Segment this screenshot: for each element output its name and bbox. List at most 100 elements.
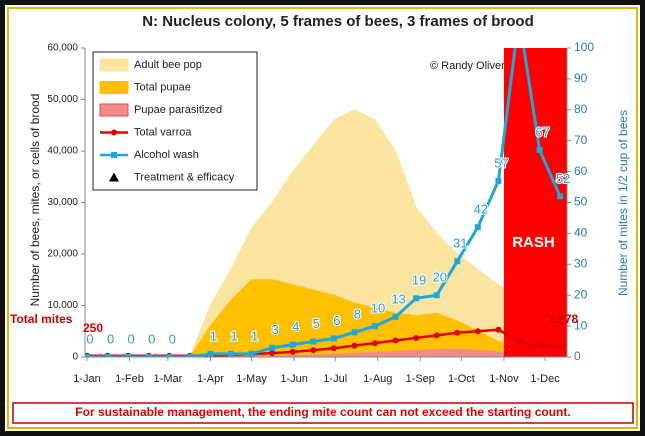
y2-tick-label: 40	[574, 226, 588, 240]
point	[536, 146, 543, 153]
line	[87, 48, 562, 357]
point	[454, 258, 461, 265]
point	[433, 292, 440, 299]
point	[557, 343, 564, 350]
y-tick-label: 0	[72, 352, 78, 363]
x-tick-label: 1-Jan	[73, 373, 101, 385]
legend-swatch	[99, 58, 129, 72]
value-label: 4	[292, 319, 299, 334]
point	[289, 348, 296, 355]
value-label: 13	[391, 291, 405, 306]
legend-label: Adult bee pop	[134, 59, 202, 71]
point	[310, 347, 317, 354]
y2-tick-label: 50	[574, 195, 588, 209]
y-tick-label: 50,000	[47, 94, 78, 105]
point	[372, 340, 378, 347]
value-label: 0	[148, 331, 155, 346]
point	[145, 354, 152, 357]
legend-label: Total varroa	[134, 126, 192, 138]
y2-tick-label: 80	[574, 102, 588, 116]
value-label: 1,978	[548, 312, 578, 326]
value-label: 20	[432, 270, 446, 285]
point	[351, 329, 358, 336]
point	[413, 295, 420, 302]
legend-label: Total pupae	[134, 81, 191, 93]
rash-label: RASH	[512, 234, 555, 251]
value-label: 31	[453, 236, 467, 251]
value-label: 6	[333, 313, 340, 328]
footer-box	[12, 402, 634, 424]
rash-band	[503, 48, 567, 357]
y2-tick-label: 100	[574, 40, 594, 54]
value-label: 42	[474, 202, 488, 217]
y-axis-label: Number of bees, mites, or cells of brood	[28, 94, 42, 307]
y2-tick-label: 20	[574, 287, 588, 301]
y2-tick-label: 0	[574, 349, 581, 363]
value-label: 10	[371, 301, 385, 316]
plot-area	[85, 48, 567, 357]
x-tick-label: 1-Sep	[406, 373, 435, 385]
y2-tick-label: 30	[574, 256, 588, 270]
point	[474, 224, 481, 231]
legend-label: Pupae parasitized	[134, 104, 222, 116]
value-label: 0	[169, 331, 176, 346]
legend-marker	[111, 129, 117, 136]
y2-axis-label: Number of mites in 1/2 cup of bees	[616, 110, 630, 296]
x-tick-label: 1-Apr	[197, 373, 224, 385]
x-tick-label: 1-Dec	[530, 373, 560, 385]
y2-tick-label: 90	[574, 71, 588, 85]
point	[351, 342, 358, 349]
point	[392, 313, 399, 320]
point	[207, 350, 214, 357]
y-tick-label: 60,000	[47, 43, 78, 54]
value-label: 0	[86, 331, 93, 346]
value-label: 52	[556, 171, 570, 186]
value-label: 1	[230, 328, 237, 343]
point	[536, 342, 543, 349]
value-label: 19	[412, 273, 426, 288]
point	[125, 354, 132, 357]
legend-label: Treatment & efficacy	[134, 171, 235, 183]
y-tick-label: 10,000	[47, 300, 78, 311]
point	[454, 329, 461, 336]
point	[289, 341, 296, 348]
point	[269, 344, 276, 351]
value-label: 57	[494, 155, 508, 170]
x-tick-label: 1-Jun	[280, 373, 308, 385]
y2-tick-label: 10	[574, 318, 588, 332]
x-tick-label: 1-Aug	[363, 373, 392, 385]
y-tick-label: 20,000	[47, 249, 78, 260]
value-label: 250	[83, 321, 103, 335]
legend-swatch	[99, 81, 129, 94]
point	[310, 338, 317, 345]
value-label: 8	[354, 307, 361, 322]
chart-title: N: Nucleus colony, 5 frames of bees, 3 f…	[142, 13, 534, 30]
point	[269, 350, 276, 357]
y2-tick-label: 60	[574, 164, 588, 178]
point	[474, 328, 481, 335]
legend-swatch	[99, 103, 129, 117]
point	[228, 350, 234, 357]
y-tick-label: 40,000	[47, 146, 78, 157]
point	[495, 177, 502, 184]
footer: For sustainable management, the ending m…	[75, 405, 570, 419]
point	[330, 335, 337, 342]
point	[413, 334, 420, 341]
value-label: 67	[535, 124, 549, 139]
point	[433, 332, 440, 339]
y-tick-label: 30,000	[47, 197, 78, 208]
legend-label: Alcohol wash	[134, 149, 199, 161]
value-label: 0	[128, 331, 135, 346]
point	[516, 338, 522, 345]
point	[85, 354, 90, 357]
x-tick-label: 1-May	[236, 373, 267, 385]
legend-marker	[111, 152, 117, 158]
x-tick-label: 1-Jul	[323, 373, 347, 385]
legend-box	[92, 51, 258, 191]
point	[495, 326, 502, 333]
x-tick-label: 1-Feb	[115, 373, 144, 385]
point	[557, 193, 564, 200]
point	[392, 337, 399, 344]
x-tick-label: 1-Oct	[448, 373, 475, 385]
